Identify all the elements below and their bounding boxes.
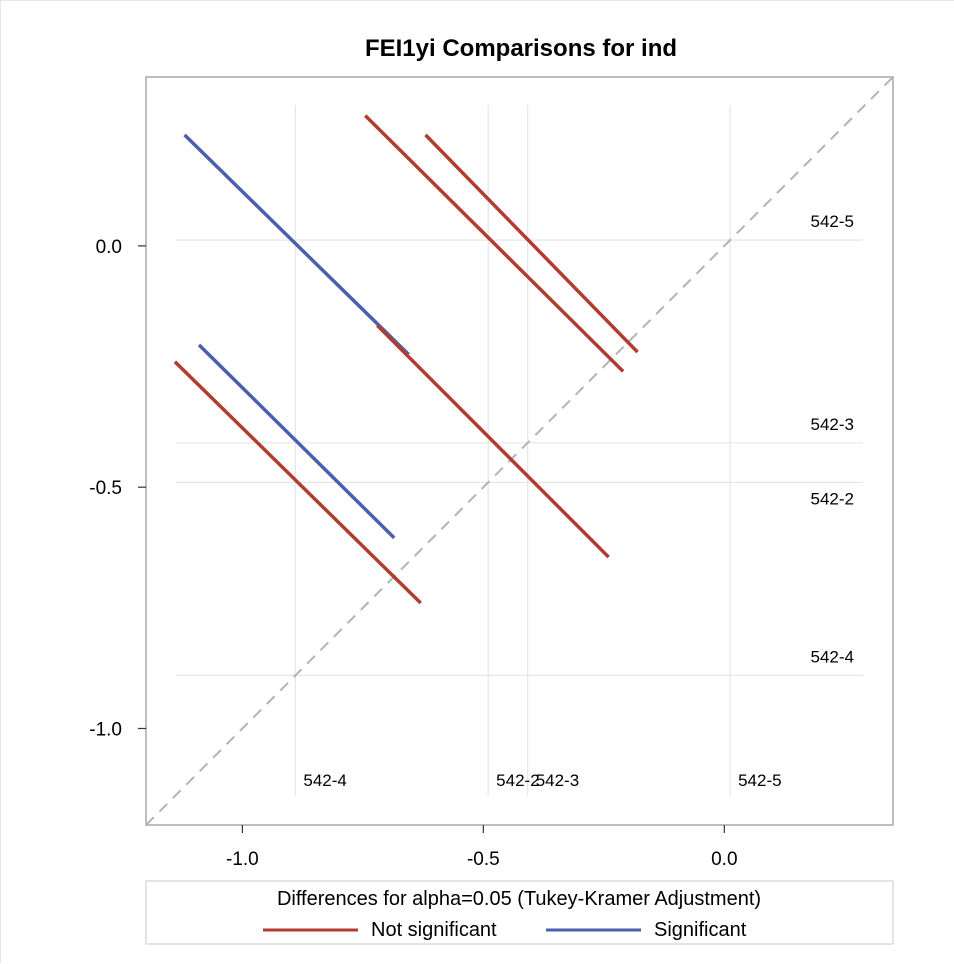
comparison-segment-significant (197, 343, 396, 540)
level-label-bottom: 542-4 (303, 771, 346, 790)
legend-label-significant: Significant (654, 919, 747, 941)
x-tick-label: 0.0 (711, 849, 737, 870)
legend-label-not-significant: Not significant (371, 919, 497, 941)
level-label-right: 542-5 (811, 212, 854, 231)
comparison-segment-not-significant (364, 114, 625, 373)
legend: Differences for alpha=0.05 (Tukey-Kramer… (145, 880, 894, 945)
level-label-right: 542-4 (811, 647, 854, 666)
comparison-segment-not-significant (424, 133, 639, 354)
y-tick-label: -0.5 (89, 478, 122, 499)
comparison-segment-not-significant (376, 324, 610, 559)
level-label-bottom: 542-2 (496, 771, 539, 790)
x-tick-label: -1.0 (226, 849, 259, 870)
level-grid (176, 105, 863, 796)
comparison-segments (173, 114, 639, 605)
diagonal-line (145, 76, 894, 826)
x-tick-label: -0.5 (467, 849, 500, 870)
level-label-bottom: 542-3 (536, 771, 579, 790)
level-label-bottom: 542-5 (738, 771, 781, 790)
chart-title: FEI1yi Comparisons for ind (365, 35, 677, 62)
legend-box (145, 880, 894, 945)
y-axis: -1.0 -0.5 0.0 (89, 237, 146, 740)
x-axis: -1.0 -0.5 0.0 (226, 825, 738, 870)
y-tick-label: 0.0 (96, 237, 122, 258)
diagonal-reference (145, 76, 894, 826)
plot-area (145, 76, 894, 826)
level-label-right: 542-3 (811, 415, 854, 434)
y-tick-label: -1.0 (89, 719, 122, 740)
level-label-right: 542-2 (811, 489, 854, 508)
legend-title: Differences for alpha=0.05 (Tukey-Kramer… (277, 888, 761, 910)
comparison-segment-not-significant (173, 360, 422, 605)
comparison-segment-significant (183, 133, 410, 356)
